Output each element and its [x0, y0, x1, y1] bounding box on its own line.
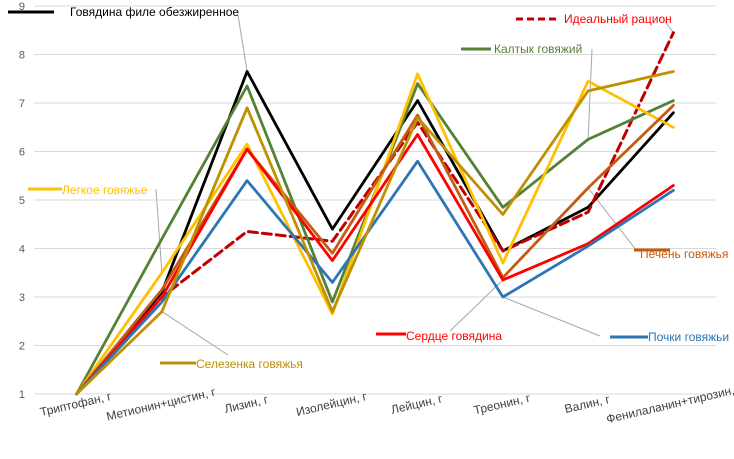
series-labels: Говядина филе обезжиренное Идеальный раци… [8, 5, 729, 371]
series-label: Селезенка говяжья [196, 357, 303, 371]
x-tick-label: Лизин, г [223, 392, 270, 416]
series-label: Калтык говяжий [494, 42, 582, 56]
leader-line [449, 279, 504, 332]
y-tick-label: 2 [19, 341, 25, 353]
x-tick-label: Лейцин, г [390, 391, 445, 417]
label-leader-lines [155, 14, 674, 356]
series-label: Идеальный рацион [564, 12, 672, 26]
leader-line [155, 188, 163, 273]
x-tick-label: Метионин+цистин, г [105, 385, 218, 424]
y-tick-label: 5 [19, 195, 25, 207]
leader-line [587, 48, 593, 140]
series-line [75, 70, 675, 396]
y-tick-label: 7 [19, 98, 25, 110]
series-line [75, 82, 675, 396]
y-axis: 1 2 3 4 5 6 7 8 9 [19, 1, 25, 401]
x-tick-label: Фенилаланин+тирозин,г [605, 382, 734, 426]
series-line [75, 70, 675, 396]
y-tick-label: 8 [19, 50, 25, 62]
leader-line [161, 311, 229, 356]
y-tick-label: 4 [19, 244, 25, 256]
y-tick-label: 9 [19, 1, 25, 13]
series-label: Легкое говяжье [62, 183, 148, 197]
x-tick-label: Треонин, г [472, 391, 532, 418]
series-line [75, 104, 675, 396]
series-label: Почки говяжьи [648, 330, 729, 344]
series-label: Говядина филе обезжиренное [70, 5, 239, 19]
series-label: Печень говяжья [640, 247, 728, 261]
y-tick-label: 3 [19, 292, 25, 304]
series-line [75, 133, 675, 396]
leader-line [663, 19, 674, 33]
y-tick-label: 6 [19, 147, 25, 159]
series-line [75, 159, 675, 396]
y-tick-label: 1 [19, 389, 25, 401]
leader-line [237, 14, 248, 72]
series-label: Сердце говядина [406, 329, 502, 343]
series-lines [75, 31, 675, 396]
leader-line [502, 296, 601, 337]
